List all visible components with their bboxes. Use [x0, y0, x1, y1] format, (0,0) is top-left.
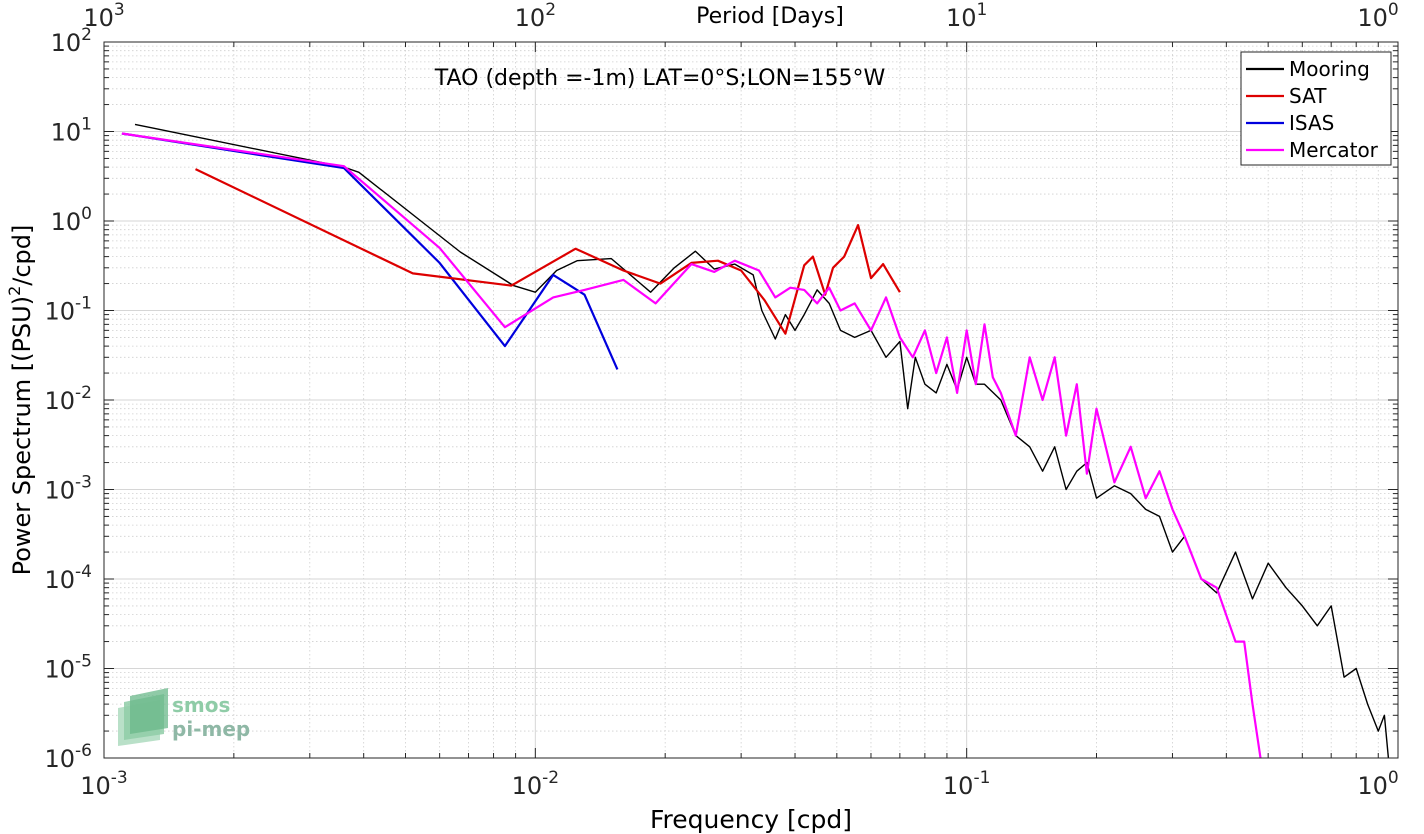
x-tick-labels: 10-3 10-2 10-1 100 [80, 768, 1398, 800]
series-line-isas [121, 132, 619, 370]
y-tick-label: 101 [51, 115, 92, 147]
top-tick-label: 101 [946, 0, 987, 32]
minor-grid [104, 42, 1398, 758]
y-axis-label: Power Spectrum [(PSU)2/cpd] [5, 225, 36, 576]
x-tick-label: 10-3 [80, 768, 128, 800]
smos-pimep-logo: smos pi-mep [118, 688, 250, 746]
logo-shape-front [130, 688, 168, 734]
y-tick-label: 10-4 [45, 562, 93, 594]
axis-ticks [103, 41, 1399, 759]
series-line-mooring [134, 123, 1390, 759]
y-tick-label: 10-1 [45, 294, 93, 326]
y-tick-label: 10-3 [45, 473, 93, 505]
series-line-mercator [121, 132, 1262, 759]
x-tick-label: 10-1 [943, 768, 991, 800]
top-tick-label: 100 [1357, 0, 1398, 32]
top-axis-label: Period [Days] [696, 4, 844, 29]
top-tick-label: 102 [515, 0, 556, 32]
y-tick-labels: 102 101 100 10-1 10-2 10-3 10-4 10-5 10-6 [45, 25, 93, 773]
chart-title: TAO (depth =-1m) LAT=0°S;LON=155°W [434, 66, 886, 91]
x-tick-label: 100 [1357, 768, 1398, 800]
y-tick-label: 10-6 [45, 741, 93, 773]
legend: Mooring SAT ISAS Mercator [1240, 51, 1392, 166]
series-line-sat [195, 168, 901, 335]
x-tick-label: 10-2 [512, 768, 560, 800]
top-tick-label: 103 [83, 0, 124, 32]
legend-box [1240, 51, 1392, 166]
series-layer [121, 123, 1390, 759]
y-tick-label: 102 [51, 25, 92, 57]
y-tick-label: 10-5 [45, 652, 93, 684]
y-tick-label: 10-2 [45, 383, 93, 415]
top-tick-labels: 103 102 101 100 [83, 0, 1398, 32]
legend-label-mercator: Mercator [1289, 138, 1379, 162]
legend-label-sat: SAT [1289, 84, 1327, 108]
logo-text-smos: smos [172, 693, 230, 717]
legend-label-isas: ISAS [1289, 111, 1334, 135]
y-tick-label: 100 [51, 204, 92, 236]
logo-text-pimep: pi-mep [172, 717, 250, 741]
legend-label-mooring: Mooring [1289, 57, 1370, 81]
legend-items: Mooring SAT ISAS Mercator [1246, 57, 1379, 162]
x-axis-label: Frequency [cpd] [650, 805, 852, 834]
